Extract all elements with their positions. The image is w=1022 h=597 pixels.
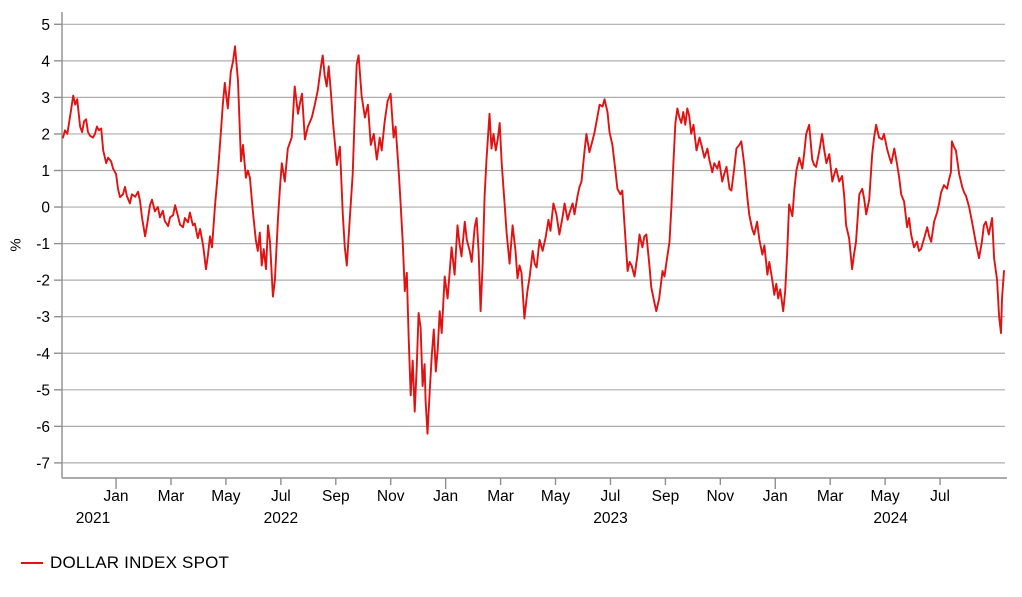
legend: DOLLAR INDEX SPOT: [21, 552, 229, 574]
x-tick-label: May: [541, 488, 571, 505]
y-axis: 5 4 3 2 1 0 -1 -2 -3 -4 -5 -6 -7: [36, 12, 63, 478]
x-tick-label: May: [870, 488, 900, 505]
y-tick-label: -6: [36, 419, 50, 436]
y-axis-unit-label: %: [7, 238, 25, 252]
x-year-label: 2022: [264, 510, 298, 527]
y-tick-label: -2: [36, 273, 50, 290]
x-year-label: 2021: [76, 510, 110, 527]
x-tick-label: May: [211, 488, 241, 505]
x-tick-label: Sep: [652, 488, 680, 505]
x-tick-label: Jul: [601, 488, 621, 505]
y-tick-label: 4: [41, 53, 50, 70]
x-axis: Jan Mar May Jul Sep Nov Jan Mar May Jul Sep Nov Jan M…: [62, 477, 1007, 527]
gridlines: [62, 23, 1005, 464]
y-tick-label: 0: [41, 200, 50, 217]
y-tick-label: 3: [41, 90, 50, 107]
x-tick-label: Jan: [433, 488, 458, 505]
x-tick-label: Jul: [271, 488, 291, 505]
series-line-dollar-index-spot: [62, 45, 1005, 435]
x-tick-label: Mar: [158, 488, 185, 505]
x-tick-label: Mar: [817, 488, 844, 505]
x-tick-label: Jul: [930, 488, 950, 505]
y-tick-label: -1: [36, 236, 50, 253]
legend-line-swatch: [21, 562, 43, 564]
x-tick-label: Mar: [487, 488, 514, 505]
y-tick-label: 5: [41, 17, 50, 34]
x-tick-label: Jan: [104, 488, 129, 505]
x-tick-label: Nov: [377, 488, 405, 505]
y-tick-label: 1: [41, 163, 50, 180]
y-tick-label: -5: [36, 382, 50, 399]
y-tick-label: -4: [36, 346, 50, 363]
x-tick-label: Jan: [763, 488, 788, 505]
y-tick-label: -7: [36, 455, 50, 472]
x-tick-label: Nov: [707, 488, 735, 505]
x-tick-label: Sep: [322, 488, 350, 505]
legend-series-label: DOLLAR INDEX SPOT: [50, 553, 230, 572]
y-tick-label: 2: [41, 126, 50, 143]
x-year-label: 2023: [593, 510, 627, 527]
y-tick-label: -3: [36, 309, 50, 326]
x-year-label: 2024: [873, 510, 908, 527]
